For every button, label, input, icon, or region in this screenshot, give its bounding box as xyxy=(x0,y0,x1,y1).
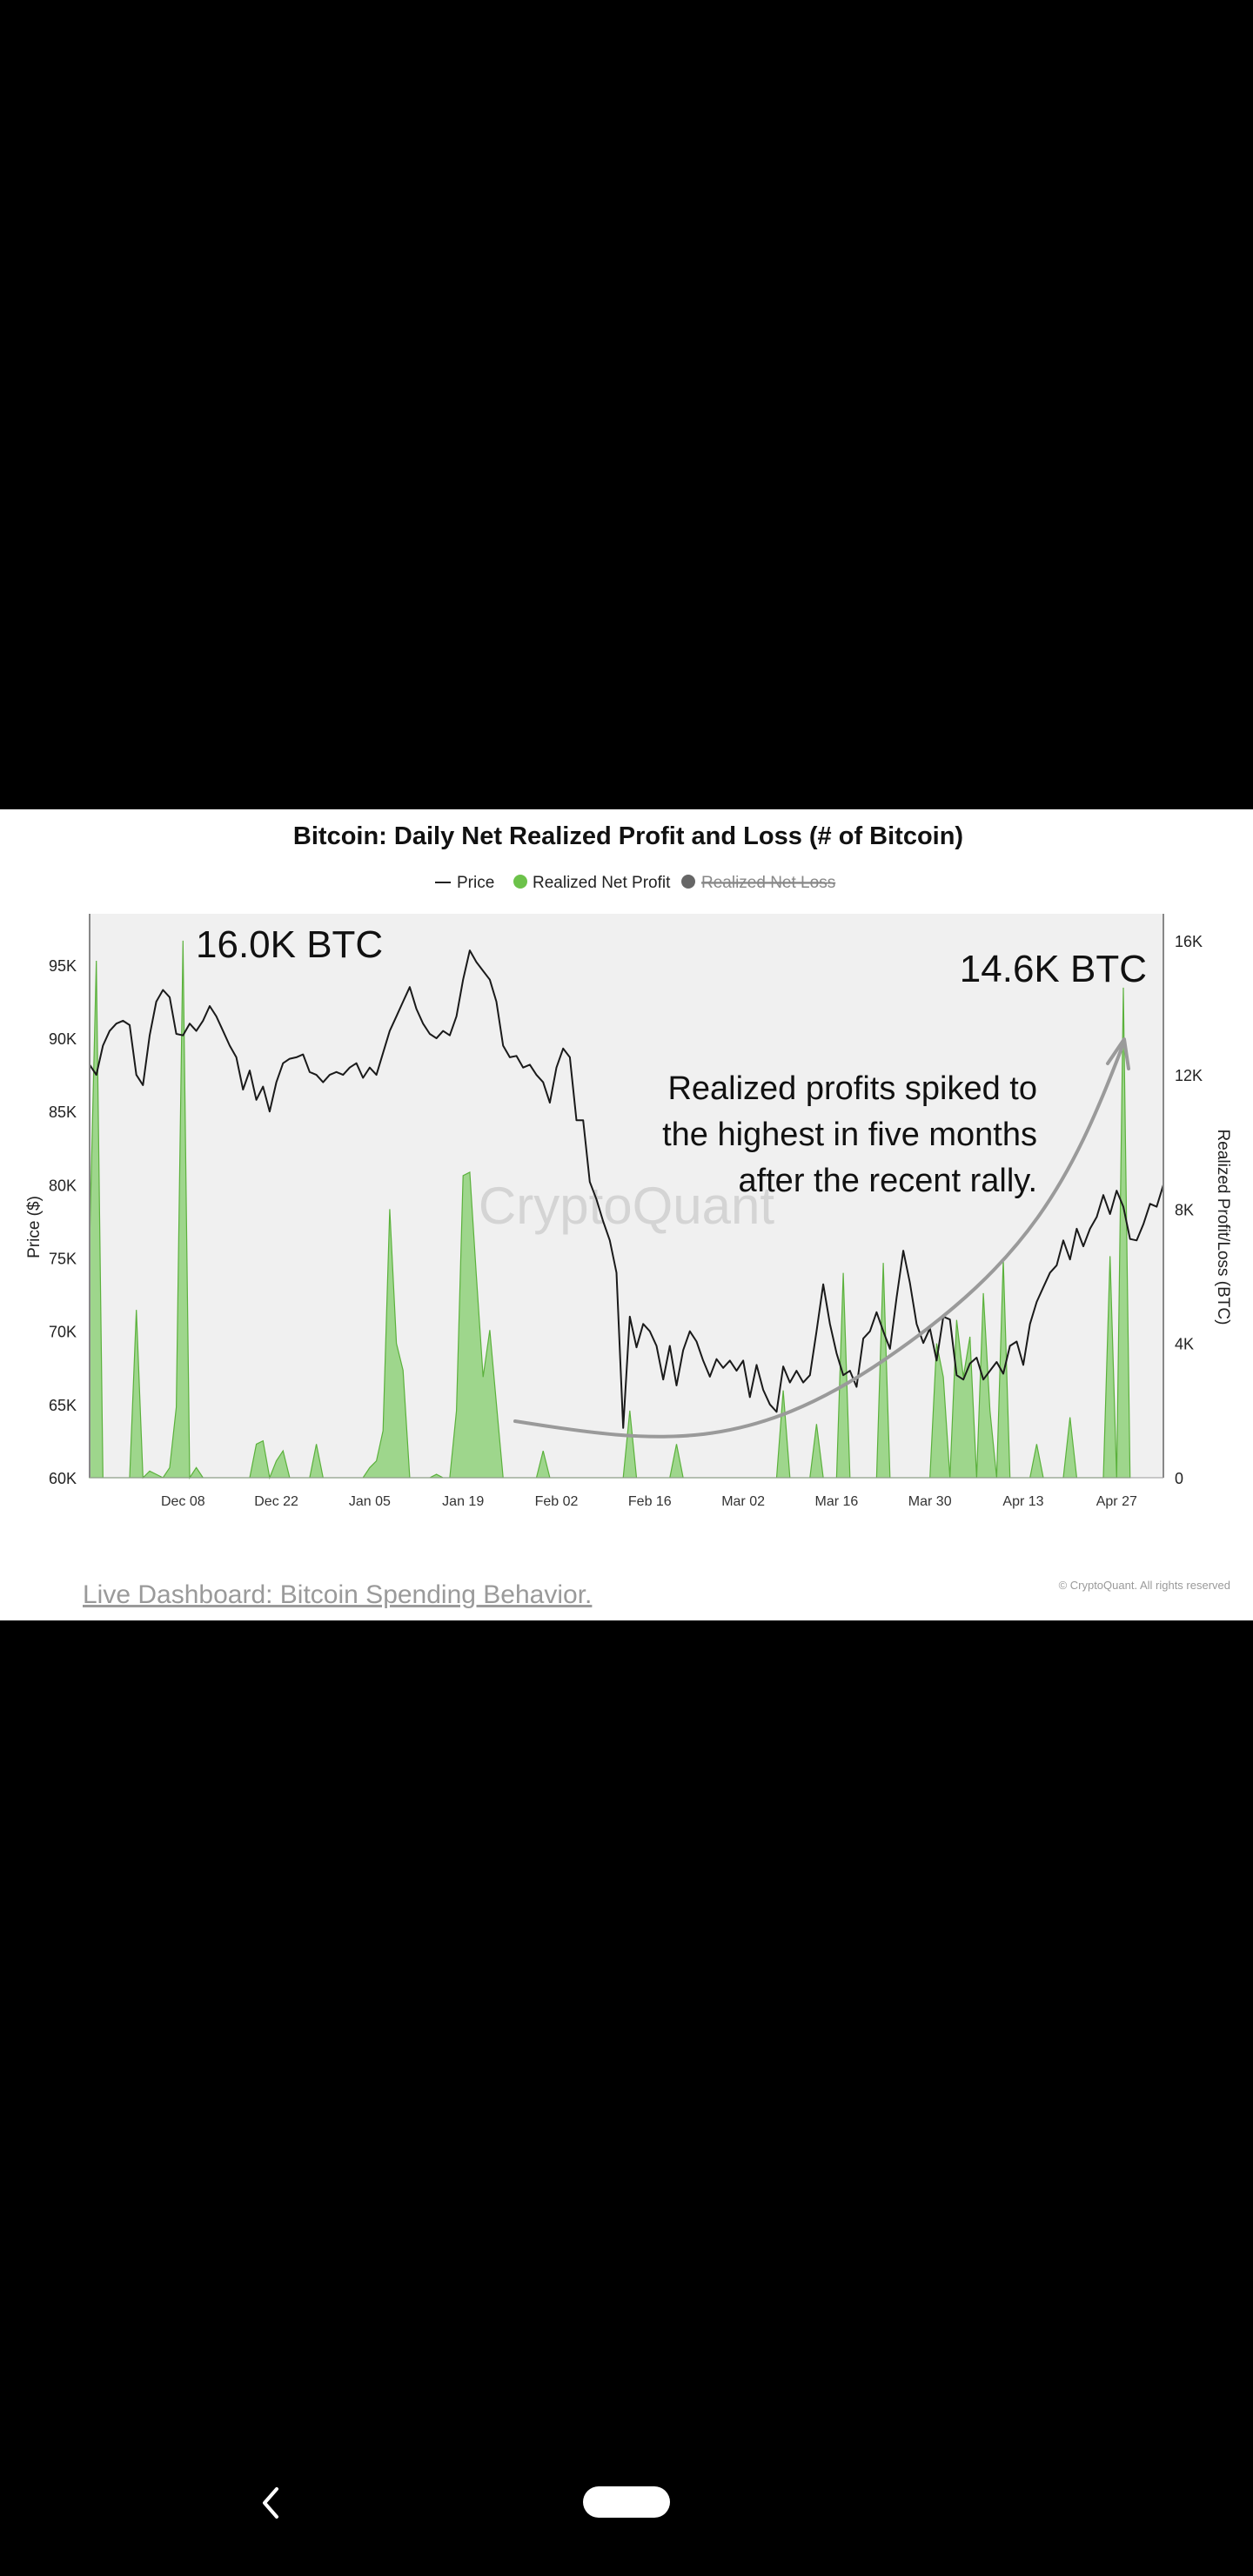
legend-loss-dot xyxy=(681,875,695,889)
back-icon[interactable] xyxy=(258,2485,284,2520)
annotation-peak-left: 16.0K BTC xyxy=(196,923,383,966)
annotation-line-3: after the recent rally. xyxy=(738,1163,1037,1199)
x-tick-label: Mar 16 xyxy=(815,1494,859,1509)
x-tick-label: Feb 16 xyxy=(628,1494,672,1509)
y-right-tick-label: 4K xyxy=(1175,1336,1194,1353)
y-left-tick-label: 65K xyxy=(49,1397,77,1414)
annotation-line-2: the highest in five months xyxy=(662,1117,1037,1153)
chart-card: CryptoQuant 95K 90K 85K 80K 75K 70K 65K 60K 16K… xyxy=(0,809,1253,1620)
y-right-label: Realized Profit/Loss (BTC) xyxy=(1214,1130,1232,1325)
chart: CryptoQuant 95K 90K 85K 80K 75K 70K 65K 60K 16K… xyxy=(25,822,1232,1509)
price-line-layer xyxy=(89,949,1164,1429)
annotation-peak-right: 14.6K BTC xyxy=(960,948,1147,990)
y-right-tick-label: 16K xyxy=(1175,933,1203,950)
y-left-tick-label: 85K xyxy=(49,1104,77,1121)
y-left-tick-label: 80K xyxy=(49,1177,77,1194)
y-left-tick-label: 60K xyxy=(49,1470,77,1487)
x-tick-label: Mar 30 xyxy=(908,1494,952,1509)
y-right-tick-label: 8K xyxy=(1175,1201,1194,1218)
y-right-tick-label: 12K xyxy=(1175,1067,1203,1084)
y-left-tick-label: 70K xyxy=(49,1324,77,1341)
annotation-line-1: Realized profits spiked to xyxy=(667,1070,1037,1107)
x-tick-label: Feb 02 xyxy=(535,1494,579,1509)
legend-profit-label: Realized Net Profit xyxy=(533,874,671,892)
x-tick-label: Dec 22 xyxy=(254,1494,298,1509)
x-ticks: Dec 08 Dec 22 Jan 05 Jan 19 Feb 02 Feb 16 Mar … xyxy=(161,1494,1137,1509)
chart-title: Bitcoin: Daily Net Realized Profit and L… xyxy=(293,822,963,850)
y-left-tick-label: 90K xyxy=(49,1030,77,1048)
price-line xyxy=(89,949,1164,1429)
y-left-tick-label: 75K xyxy=(49,1251,77,1268)
legend-price-label: Price xyxy=(457,874,494,892)
x-tick-label: Apr 27 xyxy=(1096,1494,1137,1509)
legend-profit-dot xyxy=(513,875,527,889)
y-left-label: Price ($) xyxy=(25,1196,44,1258)
x-tick-label: Apr 13 xyxy=(1002,1494,1043,1509)
y-right-tick-label: 0 xyxy=(1175,1470,1183,1487)
home-pill-button[interactable] xyxy=(583,2486,670,2518)
legend: Price Realized Net Profit Realized Net L… xyxy=(435,874,835,892)
live-dashboard-link[interactable]: Live Dashboard: Bitcoin Spending Behavio… xyxy=(83,1580,593,1609)
copyright-credit: © CryptoQuant. All rights reserved xyxy=(1058,1579,1230,1592)
x-tick-label: Mar 02 xyxy=(721,1494,765,1509)
trend-arrow-head xyxy=(1106,1037,1130,1070)
x-tick-label: Jan 05 xyxy=(349,1494,391,1509)
left-y-ticks: 95K 90K 85K 80K 75K 70K 65K 60K xyxy=(49,957,77,1487)
right-y-ticks: 16K 12K 8K 4K 0 xyxy=(1175,933,1203,1487)
x-tick-label: Jan 19 xyxy=(442,1494,484,1509)
trend-arrow xyxy=(513,1044,1124,1439)
watermark: CryptoQuant xyxy=(479,1177,774,1235)
y-left-tick-label: 95K xyxy=(49,957,77,975)
x-tick-label: Dec 08 xyxy=(161,1494,205,1509)
